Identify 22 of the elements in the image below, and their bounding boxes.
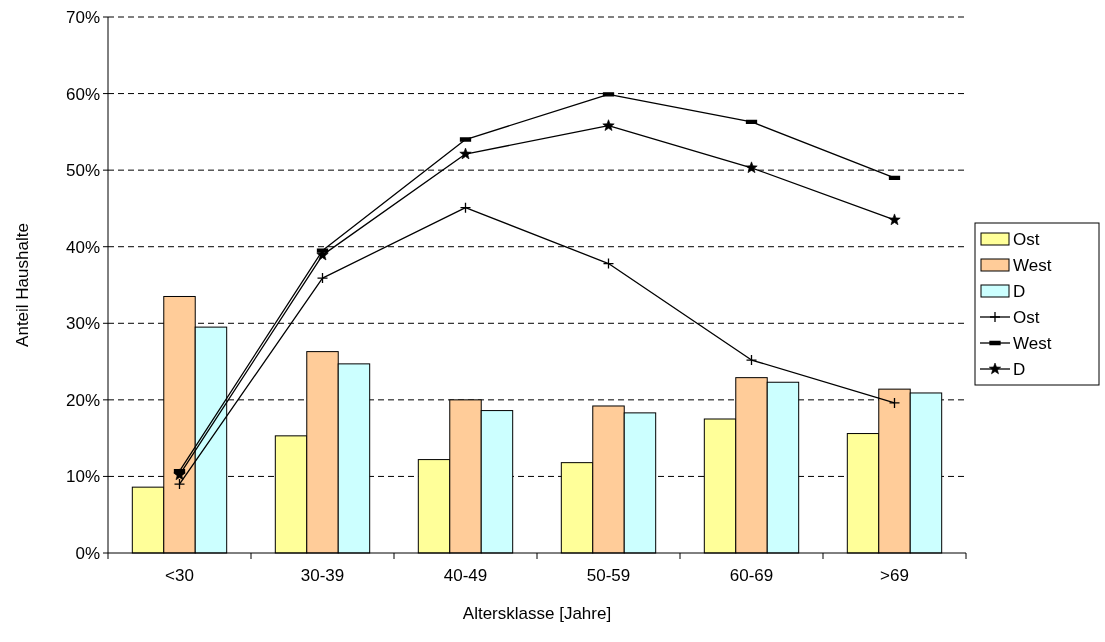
legend-label: D xyxy=(1013,281,1026,301)
x-tick-label: 40-49 xyxy=(443,566,488,585)
x-axis-title: Altersklasse [Jahre] xyxy=(462,604,612,623)
legend-label: D xyxy=(1013,359,1026,379)
x-tick-label: 30-39 xyxy=(300,566,345,585)
y-tick-label: 0% xyxy=(75,543,100,563)
y-tick-label: 60% xyxy=(65,84,100,104)
legend-label: Ost xyxy=(1013,307,1040,327)
y-tick-label: 20% xyxy=(65,390,100,410)
legend-label: West xyxy=(1013,255,1052,275)
x-tick-label: >69 xyxy=(880,566,909,585)
y-axis-title: Anteil Haushalte xyxy=(13,223,32,347)
y-tick-label: 10% xyxy=(65,467,100,487)
y-tick-label: 30% xyxy=(65,314,100,334)
x-tick-label: 50-59 xyxy=(586,566,631,585)
y-tick-label: 40% xyxy=(65,237,100,257)
legend-label: Ost xyxy=(1013,229,1040,249)
y-tick-label: 70% xyxy=(65,7,100,27)
legend-label: West xyxy=(1013,333,1052,353)
y-tick-label: 50% xyxy=(65,161,100,181)
x-tick-label: <30 xyxy=(165,566,194,585)
x-tick-label: 60-69 xyxy=(729,566,774,585)
